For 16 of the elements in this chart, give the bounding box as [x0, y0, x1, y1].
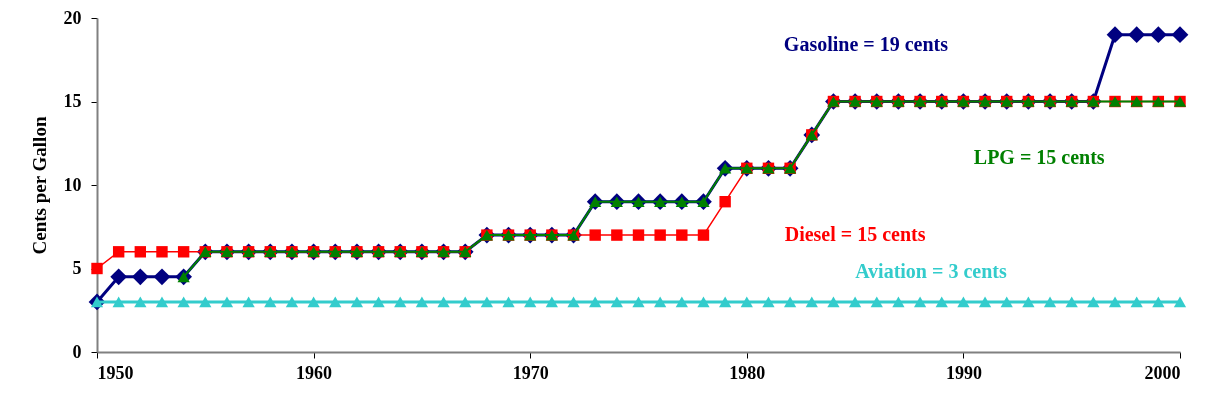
y-tick-label: 5	[72, 258, 82, 278]
x-tick-label: 1960	[296, 362, 333, 383]
y-tick-label: 0	[72, 341, 82, 362]
x-tick-label: 1980	[729, 362, 766, 383]
x-tick-label: 1950	[97, 362, 134, 383]
y-tick-label: 15	[63, 91, 82, 111]
series-label: LPG = 15 cents	[973, 146, 1105, 169]
x-tick-label: 1970	[512, 362, 549, 383]
text: Diesel = 15 cents	[784, 223, 926, 246]
y-axis-title: Cents per Gallon	[28, 116, 50, 255]
x-tick-label: 1990	[945, 362, 982, 383]
y-tick-label: 20	[63, 7, 82, 28]
x-tick-label: 2000	[1144, 362, 1181, 383]
series-label: Gasoline = 19 cents	[783, 32, 949, 55]
y-tick-label: 10	[63, 174, 82, 195]
series-label: Aviation = 3 cents	[855, 259, 1007, 282]
